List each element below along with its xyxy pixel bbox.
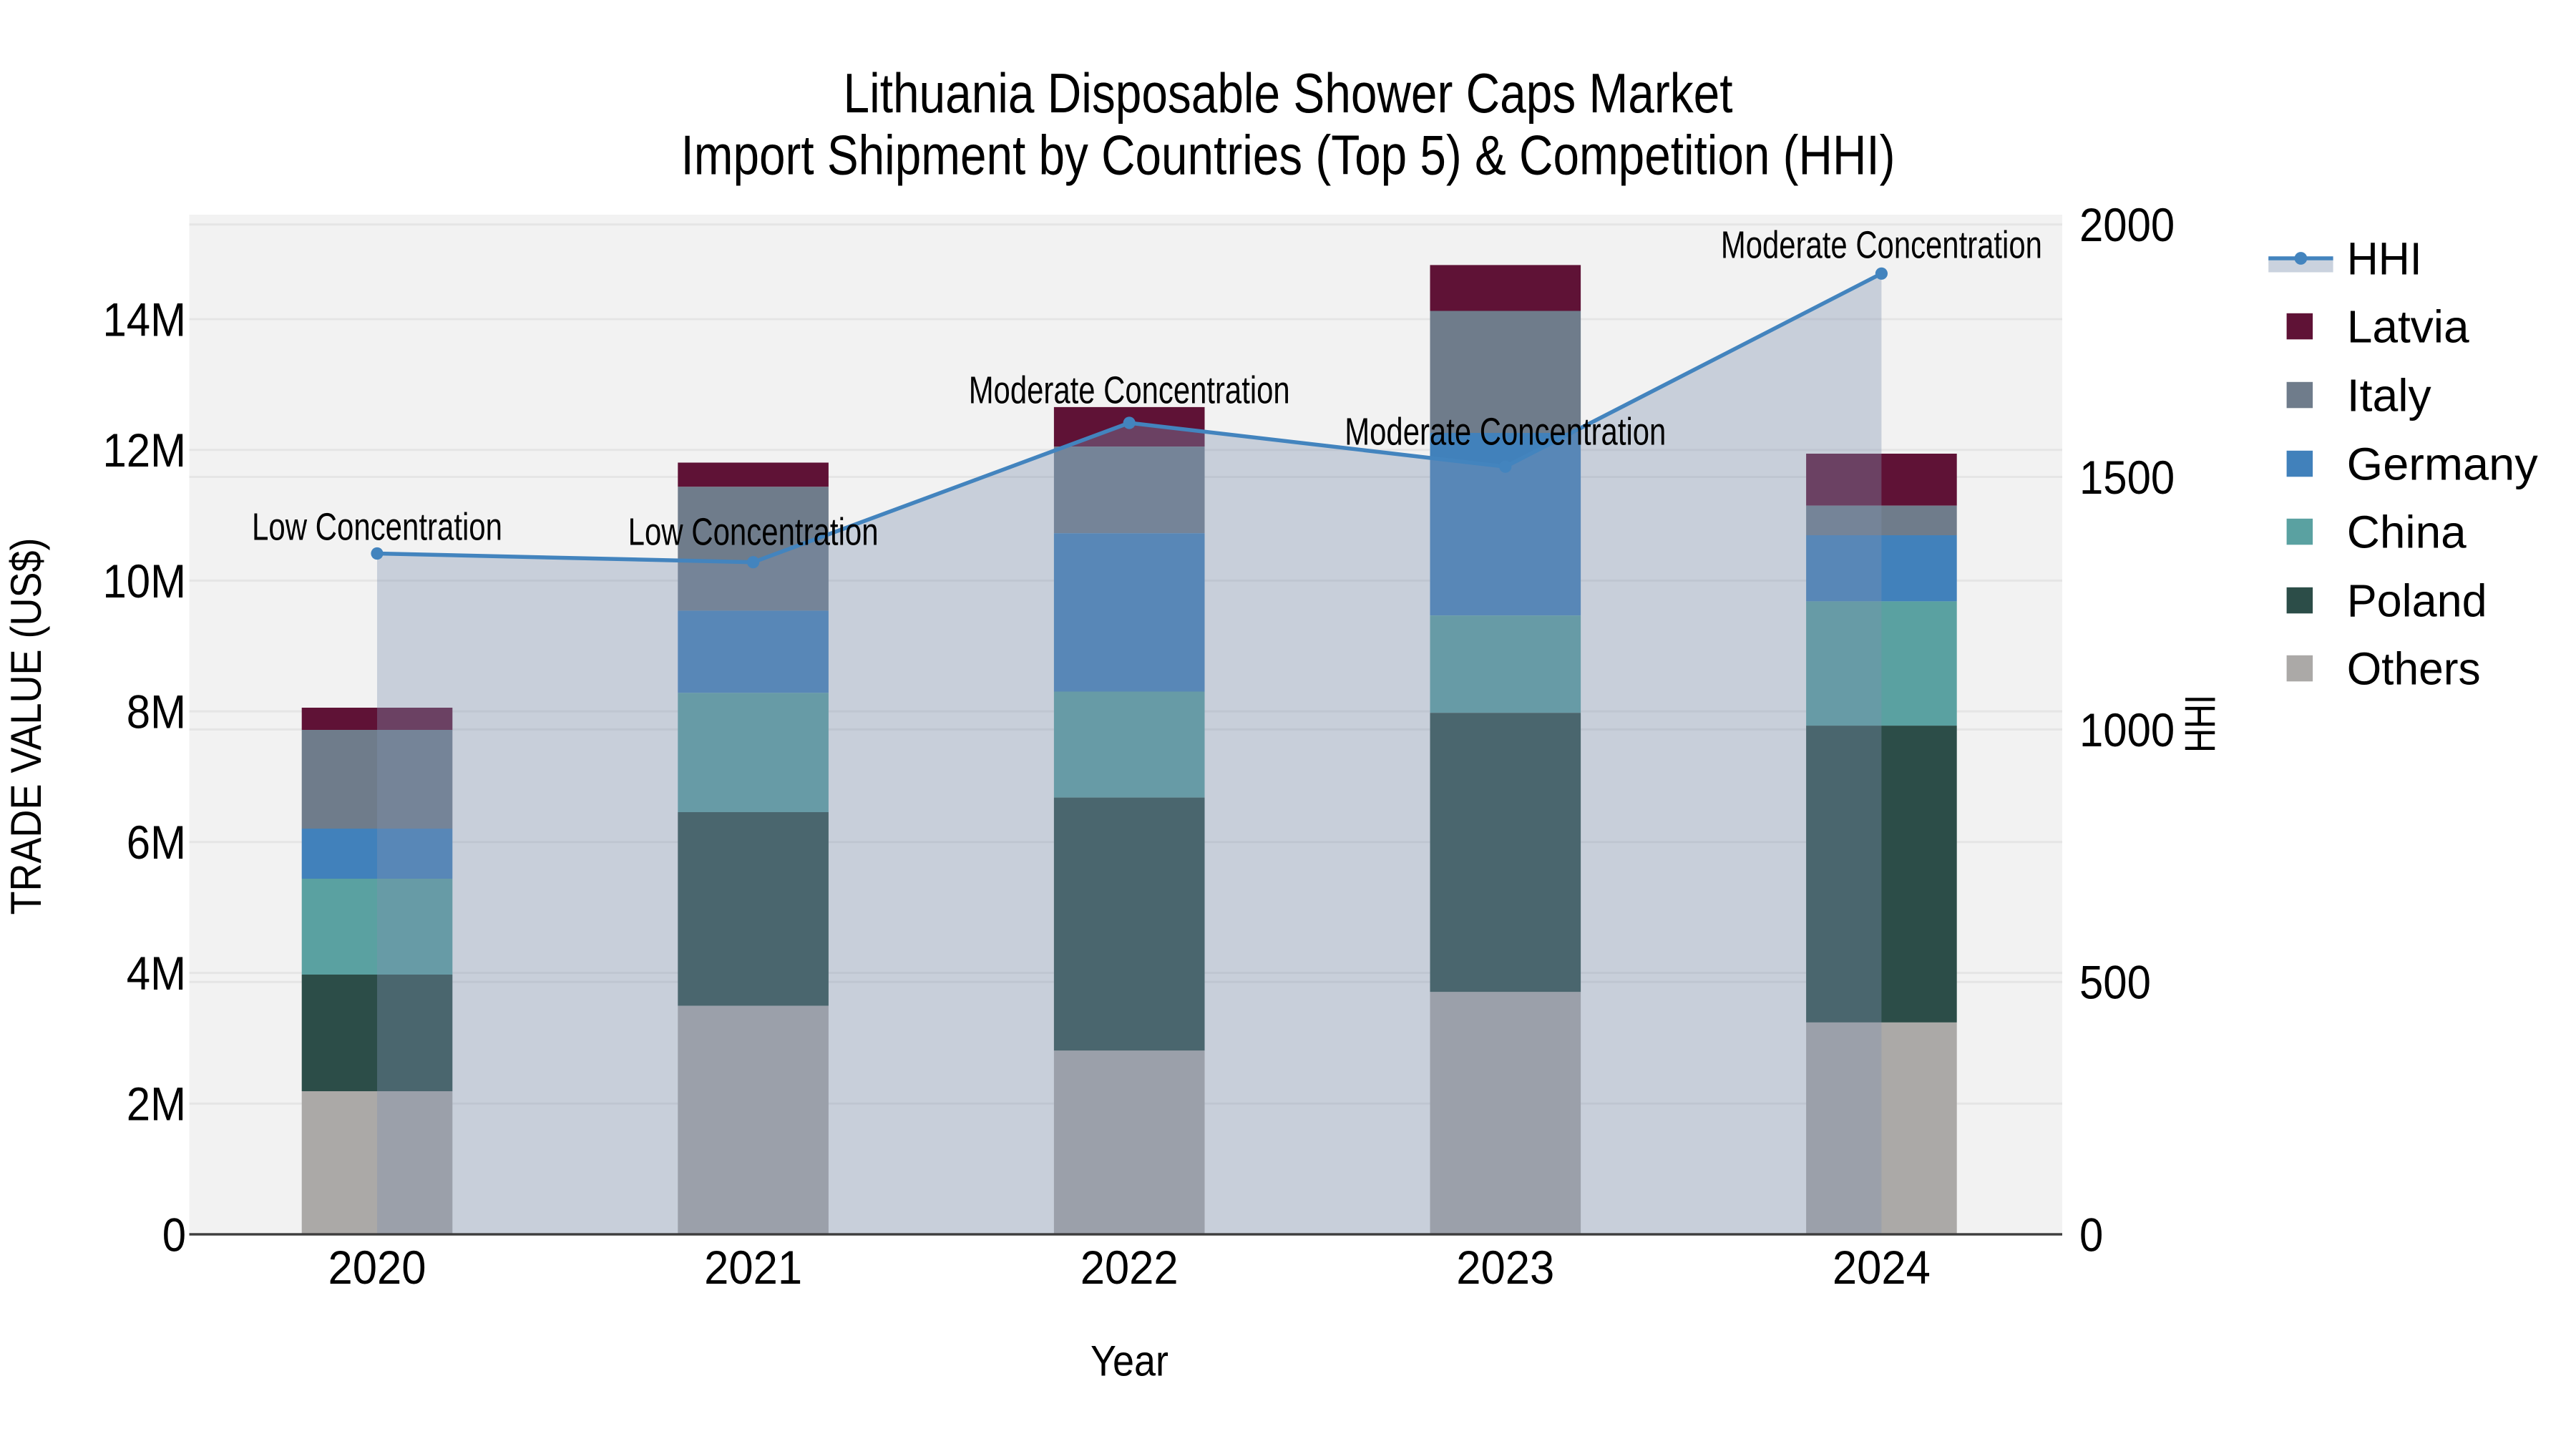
svg-text:Low Concentration: Low Concentration <box>628 511 879 554</box>
svg-text:Import Shipment by Countries (: Import Shipment by Countries (Top 5) & C… <box>681 124 1896 187</box>
svg-text:2M: 2M <box>127 1078 186 1131</box>
svg-text:Poland: Poland <box>2347 575 2487 627</box>
svg-text:TRADE VALUE (US$): TRADE VALUE (US$) <box>2 538 50 915</box>
svg-text:Latvia: Latvia <box>2347 301 2469 353</box>
svg-text:1000: 1000 <box>2079 703 2175 756</box>
svg-text:4M: 4M <box>127 947 186 1000</box>
svg-text:2020: 2020 <box>328 1241 426 1294</box>
svg-text:8M: 8M <box>127 686 186 738</box>
svg-text:Italy: Italy <box>2347 370 2431 421</box>
svg-text:14M: 14M <box>103 293 187 346</box>
svg-text:2021: 2021 <box>704 1241 802 1294</box>
svg-text:2000: 2000 <box>2079 198 2175 251</box>
svg-text:0: 0 <box>162 1208 186 1261</box>
svg-text:1500: 1500 <box>2079 451 2175 504</box>
svg-text:Low Concentration: Low Concentration <box>252 506 502 549</box>
svg-text:Lithuania Disposable Shower Ca: Lithuania Disposable Shower Caps Market <box>844 62 1733 125</box>
svg-text:10M: 10M <box>103 555 187 608</box>
svg-text:China: China <box>2347 507 2467 558</box>
svg-text:Moderate Concentration: Moderate Concentration <box>969 369 1290 412</box>
svg-text:0: 0 <box>2079 1208 2103 1261</box>
svg-text:Germany: Germany <box>2347 439 2538 490</box>
svg-text:HHI: HHI <box>2347 233 2422 285</box>
svg-text:2024: 2024 <box>1833 1241 1931 1294</box>
svg-text:6M: 6M <box>127 816 186 869</box>
svg-text:Year: Year <box>1091 1337 1169 1385</box>
svg-text:500: 500 <box>2079 956 2151 1009</box>
svg-text:12M: 12M <box>103 424 187 477</box>
svg-text:2023: 2023 <box>1456 1241 1554 1294</box>
svg-text:HHI: HHI <box>2177 695 2225 753</box>
svg-text:2022: 2022 <box>1080 1241 1179 1294</box>
svg-text:Moderate Concentration: Moderate Concentration <box>1721 224 2042 267</box>
svg-text:Moderate Concentration: Moderate Concentration <box>1345 411 1666 454</box>
svg-text:Others: Others <box>2347 643 2481 695</box>
